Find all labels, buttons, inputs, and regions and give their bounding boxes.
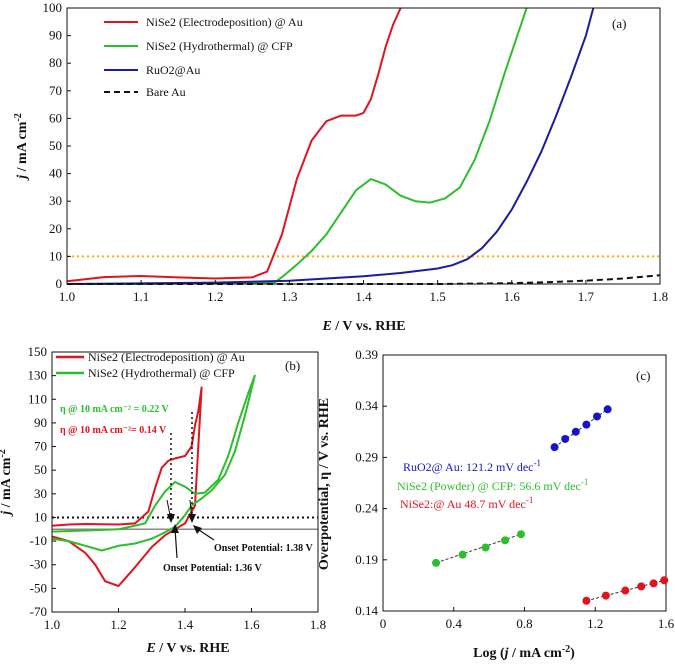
y-tick-label: -10 [30, 533, 47, 548]
legend-a-electrodeposition: NiSe2 (Electrodeposition) @ Au [146, 15, 303, 29]
legend-b-electrodeposition: NiSe2 (Electrodeposition) @ Au [88, 350, 245, 364]
tafel-point [601, 591, 610, 600]
y-tick-label: 70 [34, 439, 47, 454]
y-tick-label: 0.19 [355, 552, 378, 567]
tafel-point [593, 412, 602, 421]
tafel-point [458, 550, 467, 559]
eta-green-annotation: η @ 10 mA cm⁻² = 0.22 V [60, 404, 170, 415]
tafel-point [432, 558, 441, 567]
tafel-point [561, 434, 570, 443]
tafel-point [582, 420, 591, 429]
cv-curve-1 [51, 374, 256, 552]
panel-a-xlabel: E / V vs. RHE [321, 319, 405, 334]
tafel-point [649, 579, 658, 588]
x-tick-label: 1.8 [652, 289, 668, 304]
tafel-point [637, 582, 646, 591]
x-tick-label: 1.0 [44, 617, 60, 632]
x-tick-label: 1.2 [587, 616, 603, 631]
x-tick-label: 1.1 [133, 289, 149, 304]
y-tick-label: 150 [28, 344, 48, 359]
legend-c-nise2-au: NiSe2:@ Au 48.7 mV dec-1 [400, 495, 533, 511]
tafel-point [550, 443, 559, 452]
x-tick-label: 1.6 [658, 616, 675, 631]
tafel-point [571, 427, 580, 436]
panel-b-plot: 1.0 1.2 1.4 1.6 1.8 -70 -50 -30 -10 10 30 50 70 90 11… [0, 344, 326, 656]
panel-c-label: (c) [636, 368, 650, 383]
tafel-point [501, 536, 510, 545]
y-tick-label: -50 [30, 580, 47, 595]
y-tick-label: 40 [49, 166, 62, 181]
y-tick-label: 50 [34, 462, 47, 477]
y-tick-label: 60 [49, 110, 62, 125]
legend-b-hydrothermal: NiSe2 (Hydrothermal) @ CFP [88, 366, 235, 380]
y-tick-label: 130 [28, 368, 48, 383]
x-tick-label: 1.4 [355, 289, 372, 304]
legend-a-hydrothermal: NiSe2 (Hydrothermal) @ CFP [146, 39, 293, 53]
y-tick-label: 10 [49, 248, 62, 263]
y-tick-label: -70 [30, 604, 47, 619]
tafel-point [621, 586, 630, 595]
onset-136-annotation: Onset Potential: 1.36 V [163, 563, 262, 574]
panel-b-label: (b) [285, 358, 300, 373]
y-tick-label: 110 [28, 391, 47, 406]
y-tick-label: 0.14 [355, 603, 378, 618]
series-line-2 [66, 7, 595, 285]
legend-c-nise2-powder: NiSe2 (Powder) @ CFP: 56.6 mV dec-1 [397, 477, 588, 493]
tafel-point [481, 543, 490, 552]
onset-arrows [166, 499, 215, 559]
y-tick-label: 70 [49, 83, 62, 98]
panel-a-legend: NiSe2 (Electrodeposition) @ Au NiSe2 (Hy… [104, 15, 303, 99]
y-tick-label: 100 [43, 0, 63, 15]
x-tick-label: 1.2 [110, 617, 126, 632]
tafel-point [660, 576, 669, 585]
y-tick-label: 30 [34, 486, 47, 501]
legend-c-ruo2: RuO2@ Au: 121.2 mV dec-1 [403, 458, 541, 474]
tafel-point [516, 530, 525, 539]
legend-a-ruo2: RuO2@Au [146, 63, 200, 77]
y-tick-label: 0.39 [355, 347, 378, 362]
y-tick-label: 20 [49, 221, 62, 236]
y-tick-label: 10 [34, 509, 47, 524]
panel-a-plot: 1.0 1.1 1.2 1.3 1.4 1.5 1.6 1.7 1.8 0 10 20 30 40 50 6… [13, 0, 668, 334]
y-tick-label: 0 [56, 276, 63, 291]
x-tick-label: 0.4 [446, 616, 463, 631]
y-tick-label: 0.29 [355, 449, 378, 464]
onset-138-annotation: Onset Potential: 1.38 V [214, 543, 313, 554]
series-line-0 [66, 7, 402, 283]
y-tick-label: 30 [49, 193, 62, 208]
x-tick-label: 1.4 [177, 617, 194, 632]
x-tick-label: 1.6 [243, 617, 260, 632]
y-tick-label: 90 [49, 28, 62, 43]
y-tick-label: 90 [34, 415, 47, 430]
x-tick-label: 1.0 [59, 289, 75, 304]
panel-c-ylabel: Overpotential, η / V vs. RHE [317, 398, 332, 570]
cv-curve-0 [51, 386, 203, 587]
eta-red-annotation: η @ 10 mA cm⁻²= 0.14 V [60, 425, 167, 436]
y-tick-label: 0.24 [355, 501, 378, 516]
panel-b-legend: NiSe2 (Electrodeposition) @ Au NiSe2 (Hy… [56, 350, 245, 380]
x-tick-label: 1.2 [207, 289, 223, 304]
x-tick-label: 1.6 [504, 289, 521, 304]
y-tick-label: -30 [30, 557, 47, 572]
panel-a-label: (a) [612, 16, 626, 31]
y-tick-label: 0.34 [355, 398, 378, 413]
panel-b-xlabel: E / V vs. RHE [145, 641, 229, 656]
x-tick-label: 1.8 [310, 617, 326, 632]
tafel-point [603, 405, 612, 414]
series-line-1 [67, 7, 528, 285]
panel-a-ylabel: j / mA cm-2 [13, 113, 30, 181]
legend-a-bare-au: Bare Au [146, 85, 186, 99]
y-tick-label: 80 [49, 55, 62, 70]
x-tick-label: 1.3 [281, 289, 297, 304]
y-tick-label: 50 [49, 138, 62, 153]
x-tick-label: 1.5 [430, 289, 446, 304]
x-tick-label: 0.8 [516, 616, 532, 631]
panel-b-ylabel: j / mA cm-2 [0, 449, 14, 517]
x-tick-label: 1.7 [578, 289, 595, 304]
tafel-point [582, 596, 591, 605]
panel-c-plot: 0 0.4 0.8 1.2 1.6 0.14 0.19 0.24 0.29 0.34 0.39 L… [317, 347, 675, 661]
x-tick-label: 0 [380, 616, 387, 631]
panel-c-xlabel: Log (j / mA cm-2) [473, 644, 575, 661]
